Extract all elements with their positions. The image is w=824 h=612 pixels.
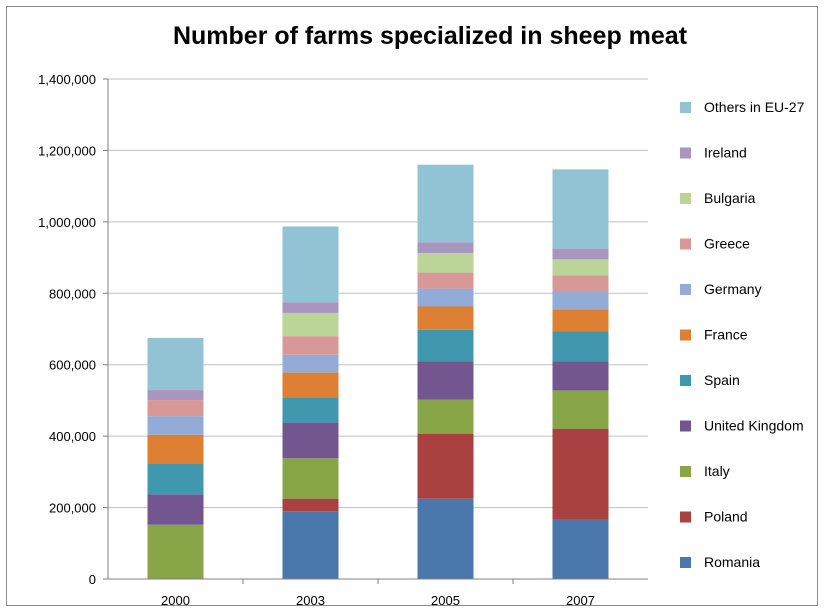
legend-swatch [680, 511, 691, 523]
y-tick-label: 1,400,000 [38, 72, 96, 87]
bar-segment [552, 390, 609, 429]
y-tick-label: 400,000 [49, 429, 96, 444]
legend-swatch [680, 420, 691, 432]
bar-segment [417, 433, 474, 499]
bar-segment [282, 226, 339, 303]
bar-segment [552, 331, 609, 362]
chart-title: Number of farms specialized in sheep mea… [172, 22, 688, 50]
bar-segment [147, 494, 204, 525]
bar-segment [417, 252, 474, 273]
x-tick-label: 2003 [296, 593, 325, 608]
bar-segment [282, 422, 339, 459]
bar-segment [417, 306, 474, 330]
bar-segment [552, 519, 609, 579]
bar-segment [147, 464, 204, 495]
legend-label: United Kingdom [704, 418, 804, 434]
x-axis: 2000 2003 2005 2007 [108, 578, 648, 608]
bar-segment [282, 397, 339, 423]
y-tick-label: 0 [89, 572, 96, 587]
bar-segment [552, 275, 609, 292]
bar-segment [282, 336, 339, 355]
legend-label: Poland [704, 509, 748, 525]
legend-swatch [680, 193, 691, 204]
bar-segment [417, 399, 474, 434]
legend-swatch [680, 375, 691, 386]
bar-stacks [147, 164, 609, 579]
bar-segment [147, 337, 204, 391]
bar-segment [552, 428, 609, 519]
legend: Others in EU-27 Ireland Bulgaria Greece Germ… [680, 99, 805, 570]
x-tick-label: 2000 [161, 593, 190, 608]
legend-label: Others in EU-27 [704, 99, 805, 115]
y-tick-label: 600,000 [49, 358, 96, 373]
x-tick-label: 2005 [431, 593, 460, 608]
bar-segment [147, 434, 204, 464]
bar-segment [282, 302, 339, 313]
legend-label: Germany [704, 281, 762, 297]
y-tick-label: 200,000 [49, 501, 96, 516]
bar-segment [417, 329, 474, 362]
bar-segment [147, 400, 204, 417]
legend-swatch [680, 466, 691, 477]
bar-segment [282, 312, 339, 337]
bar-segment [147, 524, 204, 579]
bar-segment [417, 361, 474, 400]
y-tick-label: 1,000,000 [38, 215, 96, 230]
bar-segment [417, 288, 474, 307]
bar-segment [417, 272, 474, 289]
bar-segment [282, 458, 339, 499]
bar-segment [282, 354, 339, 373]
bar-segment [552, 259, 609, 276]
bar-segment [552, 248, 609, 260]
legend-label: Ireland [704, 145, 747, 161]
y-tick-label: 1,200,000 [38, 143, 96, 158]
bar-segment [417, 164, 474, 243]
bar-segment [147, 416, 204, 435]
bar-segment [552, 169, 609, 249]
x-tick-label: 2007 [566, 593, 595, 608]
bar-segment [147, 390, 204, 401]
legend-swatch [680, 102, 691, 113]
legend-label: Bulgaria [704, 190, 756, 206]
legend-swatch [680, 329, 691, 341]
bar-segment [552, 309, 609, 332]
legend-swatch [680, 557, 691, 568]
y-axis: 0 200,000 400,000 600,000 800,000 1,000,000 1,… [38, 72, 109, 587]
bar-segment [282, 498, 339, 512]
bar-segment [552, 291, 609, 310]
legend-label: Romania [704, 554, 760, 570]
y-tick-label: 800,000 [49, 286, 96, 301]
legend-swatch [680, 238, 691, 250]
bar-segment [552, 361, 609, 391]
bar-segment [417, 498, 474, 579]
legend-label: Italy [704, 463, 730, 479]
legend-label: Spain [704, 372, 740, 388]
legend-label: Greece [704, 236, 750, 252]
legend-swatch [680, 284, 691, 295]
legend-swatch [680, 147, 691, 159]
bar-segment [282, 372, 339, 398]
legend-label: France [704, 327, 748, 343]
bar-segment [417, 242, 474, 253]
bar-segment [282, 511, 339, 579]
